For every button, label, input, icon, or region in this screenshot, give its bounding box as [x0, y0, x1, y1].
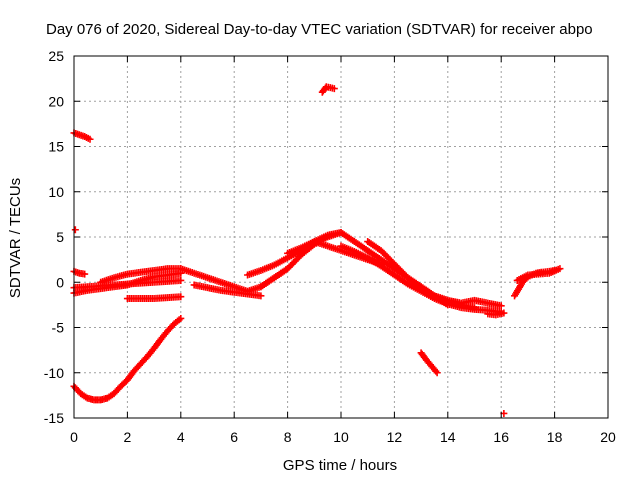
- x-tick-label: 16: [493, 429, 509, 445]
- x-tick-label: 12: [387, 429, 403, 445]
- x-tick-label: 4: [177, 429, 185, 445]
- x-tick-label: 0: [70, 429, 78, 445]
- chart-title: Day 076 of 2020, Sidereal Day-to-day VTE…: [46, 21, 593, 38]
- x-tick-label: 2: [124, 429, 132, 445]
- x-tick-label: 20: [600, 429, 616, 445]
- data-point: [433, 369, 441, 377]
- data-point: [177, 293, 185, 301]
- x-tick-label: 14: [440, 429, 456, 445]
- y-tick-label: 10: [48, 184, 64, 200]
- data-point: [500, 309, 508, 317]
- data-points: [70, 83, 564, 417]
- data-point: [177, 314, 185, 322]
- y-tick-label: 20: [48, 93, 64, 109]
- data-point: [177, 276, 185, 284]
- x-tick-label: 6: [230, 429, 238, 445]
- y-tick-label: -10: [44, 365, 64, 381]
- y-tick-label: 0: [56, 274, 64, 290]
- y-tick-label: -15: [44, 410, 64, 426]
- data-point: [556, 265, 564, 273]
- x-tick-label: 18: [547, 429, 563, 445]
- y-tick-label: 15: [48, 139, 64, 155]
- x-tick-label: 10: [333, 429, 349, 445]
- data-point: [71, 226, 79, 234]
- y-axis-title: SDTVAR / TECUs: [7, 178, 24, 298]
- y-tick-label: 5: [56, 229, 64, 245]
- axis-ticks: [73, 55, 609, 419]
- x-tick-labels: 0 2 4 6 8 10 12 14 16 18 20: [70, 429, 616, 445]
- data-point: [257, 292, 265, 300]
- x-axis-title: GPS time / hours: [283, 457, 397, 474]
- y-tick-label: 25: [48, 48, 64, 64]
- x-tick-label: 8: [284, 429, 292, 445]
- grid-lines: [74, 56, 608, 418]
- y-tick-label: -5: [52, 320, 65, 336]
- data-point: [471, 304, 478, 312]
- data-point: [81, 270, 89, 278]
- data-point: [330, 85, 338, 93]
- data-point: [86, 135, 94, 143]
- y-tick-labels: -15 -10 -5 0 5 10 15 20 25: [44, 48, 64, 426]
- data-point: [497, 302, 505, 310]
